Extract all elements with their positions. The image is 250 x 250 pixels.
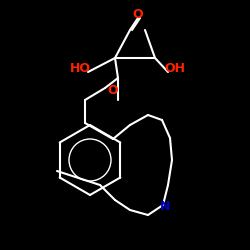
Text: O: O: [108, 84, 118, 96]
Text: HO: HO: [70, 62, 90, 74]
Text: N: N: [160, 200, 170, 213]
Text: OH: OH: [164, 62, 186, 74]
Text: O: O: [133, 8, 143, 22]
